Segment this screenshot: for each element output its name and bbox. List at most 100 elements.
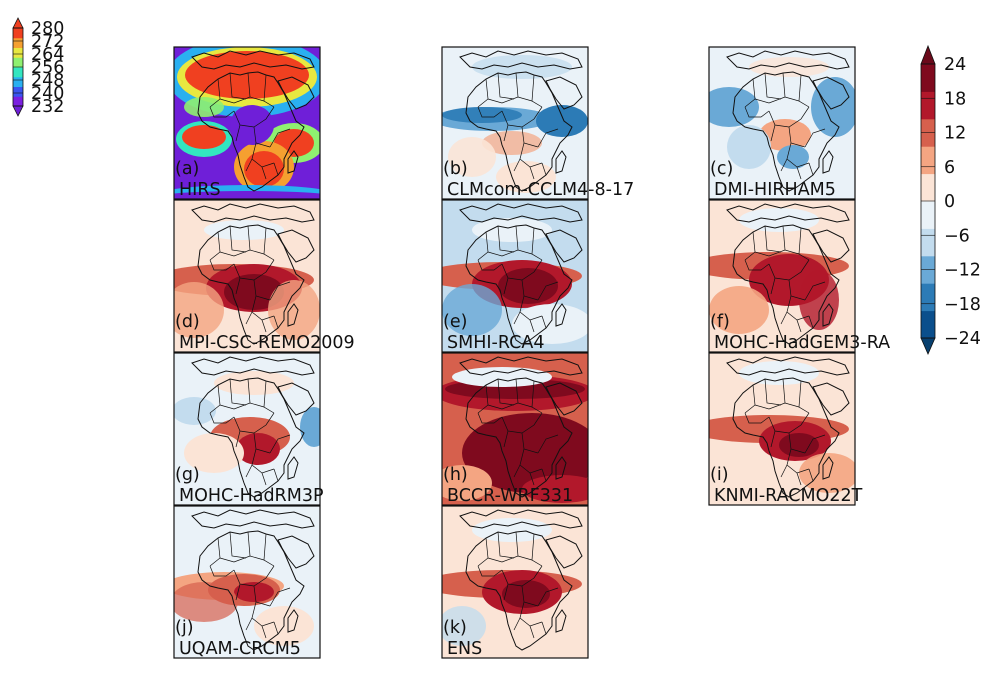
country-border: [515, 531, 519, 557]
contour-region: [522, 475, 588, 503]
contour-region: [777, 145, 809, 169]
contour-region: [184, 433, 244, 473]
madagascar-coastline: [822, 456, 834, 480]
country-border: [808, 468, 814, 482]
africa-coastline: [732, 224, 840, 345]
coastline-overlay: [459, 356, 583, 498]
contour-region: [739, 361, 819, 385]
country-border: [235, 583, 241, 601]
africa-coastline: [197, 71, 305, 192]
country-border: [519, 601, 543, 627]
country-border: [219, 249, 265, 257]
country-border: [519, 295, 543, 321]
country-border: [780, 158, 788, 172]
country-border: [209, 565, 235, 577]
panel-model-name: ENS: [447, 639, 482, 659]
country-border: [519, 448, 543, 474]
country-border: [503, 124, 509, 142]
madagascar-coastline: [555, 303, 567, 327]
colorbar-difference-bottom-arrow: [920, 337, 936, 355]
map-field: [174, 353, 320, 505]
map-field: [709, 353, 855, 505]
contour-region: [462, 413, 588, 493]
map-panel-c: (c)DMI-HIRHAM5: [708, 46, 856, 200]
colorbar-absolute-block: [13, 28, 23, 39]
arabia-coastline: [812, 229, 850, 263]
colorbar-difference-tick-label: 0: [944, 192, 955, 212]
map-field: [442, 506, 588, 658]
colorbar-difference-tick-label: −18: [944, 295, 981, 315]
contour-region: [174, 582, 238, 622]
contour-region: [442, 284, 502, 336]
colorbar-difference-block: [921, 91, 935, 120]
country-border: [804, 128, 826, 148]
country-border: [770, 124, 776, 142]
arabia-coastline: [545, 76, 583, 110]
map-panel-j: (j)UQAM-CRCM5: [173, 505, 321, 659]
country-border: [487, 402, 533, 410]
country-border: [229, 225, 247, 253]
country-border: [497, 225, 515, 253]
country-border: [537, 587, 559, 607]
map-field: [709, 47, 855, 199]
colorbar-absolute-block: [13, 67, 23, 78]
country-border: [273, 162, 279, 176]
country-border: [269, 281, 291, 301]
country-border: [497, 72, 515, 100]
map-panel-f: (f)MOHC-HadGEM3-RA: [708, 199, 890, 353]
europe-coastline: [726, 356, 850, 376]
colorbar-absolute-tick-label: 248: [31, 71, 64, 91]
colorbar-absolute-tick-label: 240: [31, 84, 64, 104]
colorbar-difference-block: [921, 64, 935, 92]
contour-region: [236, 433, 280, 465]
country-border: [235, 430, 241, 448]
panel-letter: (d): [175, 312, 200, 332]
country-border: [245, 158, 253, 172]
europe-coastline: [191, 203, 315, 223]
contour-region: [448, 137, 496, 177]
country-border: [513, 464, 521, 478]
colorbar-absolute-block: [13, 96, 23, 107]
country-border: [786, 448, 810, 474]
contour-region: [204, 220, 284, 240]
africa-coastline: [197, 224, 305, 345]
contour-region: [779, 433, 819, 457]
contour-region: [709, 87, 759, 127]
arabia-coastline: [277, 382, 315, 416]
country-border: [796, 472, 802, 486]
country-border: [770, 277, 776, 295]
coastline-overlay: [191, 356, 315, 498]
colorbar-difference-tick-label: −24: [944, 329, 981, 349]
contour-region: [727, 125, 771, 169]
colorbar-absolute-tick-label: 272: [31, 32, 64, 52]
country-border: [541, 468, 547, 482]
country-border: [780, 311, 788, 325]
colorbar-difference-block: [921, 201, 935, 229]
europe-coastline: [459, 203, 583, 223]
map-field: [174, 506, 320, 658]
colorbar-difference-tick-label: 12: [944, 124, 966, 144]
contour-region: [799, 270, 839, 330]
country-border: [515, 225, 519, 251]
map-panel-h: (h)BCCR-WRF331: [441, 352, 589, 506]
map-panel-d: (d)MPI-CSC-REMO2009: [173, 199, 355, 353]
colorbar-difference-block: [921, 310, 935, 339]
country-border: [786, 142, 810, 168]
colorbar-difference-tick-label: 18: [944, 89, 966, 109]
panel-letter: (k): [443, 618, 467, 638]
country-border: [477, 259, 503, 271]
country-border: [247, 378, 251, 404]
colorbar-absolute-tick-label: 256: [31, 58, 64, 78]
country-border: [529, 166, 535, 180]
contour-region: [472, 518, 552, 542]
colorbar-difference: 24 18 12 6 0 −6 −12 −18 −24: [920, 44, 981, 355]
contour-region: [749, 57, 829, 77]
africa-coastline: [732, 377, 840, 498]
map-frame: [441, 46, 589, 200]
panel-letter: (h): [443, 465, 468, 485]
colorbar-difference-top-arrow: [920, 44, 936, 65]
country-border: [209, 259, 235, 271]
colorbar-absolute-bottom-arrow: [12, 105, 24, 117]
contour-region: [799, 453, 855, 493]
